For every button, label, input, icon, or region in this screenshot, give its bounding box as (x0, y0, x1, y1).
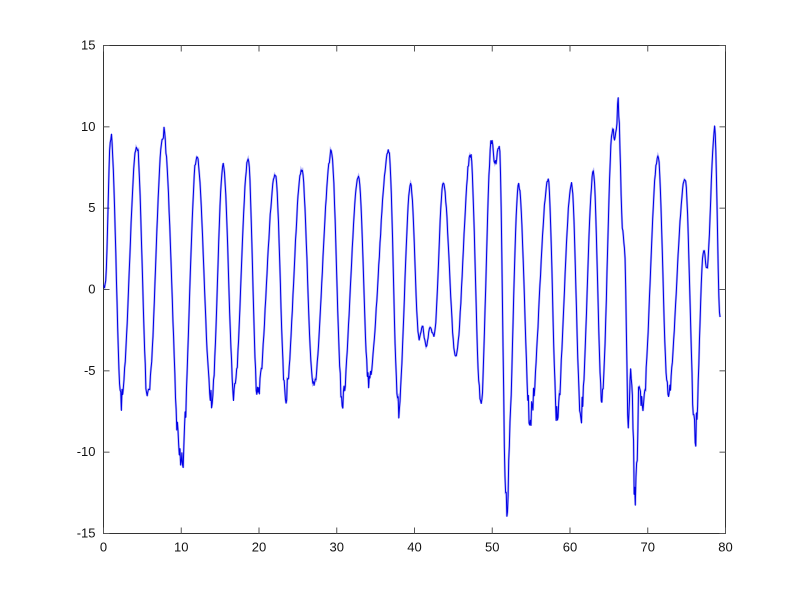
y-tick-label: -15 (77, 526, 96, 541)
x-tick-label: 60 (563, 540, 577, 555)
x-tick-label: 50 (485, 540, 499, 555)
tick-marks (103, 45, 726, 534)
signal-trace (103, 97, 721, 517)
x-tick-label: 30 (330, 540, 344, 555)
y-tick-label: 15 (81, 38, 95, 53)
y-tick-label: 0 (88, 282, 95, 297)
y-tick-label: 5 (88, 200, 95, 215)
y-tick-label: -5 (84, 363, 96, 378)
x-tick-label: 40 (407, 540, 421, 555)
x-tick-label: 0 (100, 540, 107, 555)
y-tick-label: -10 (77, 444, 96, 459)
y-tick-label: 10 (81, 119, 95, 134)
tick-labels: 0 10 20 30 40 50 60 70 80 -15 -10 -5 0 5 10 15 (77, 38, 733, 555)
x-tick-label: 20 (252, 540, 266, 555)
x-tick-label: 80 (718, 540, 732, 555)
x-tick-label: 70 (641, 540, 655, 555)
x-tick-label: 10 (174, 540, 188, 555)
